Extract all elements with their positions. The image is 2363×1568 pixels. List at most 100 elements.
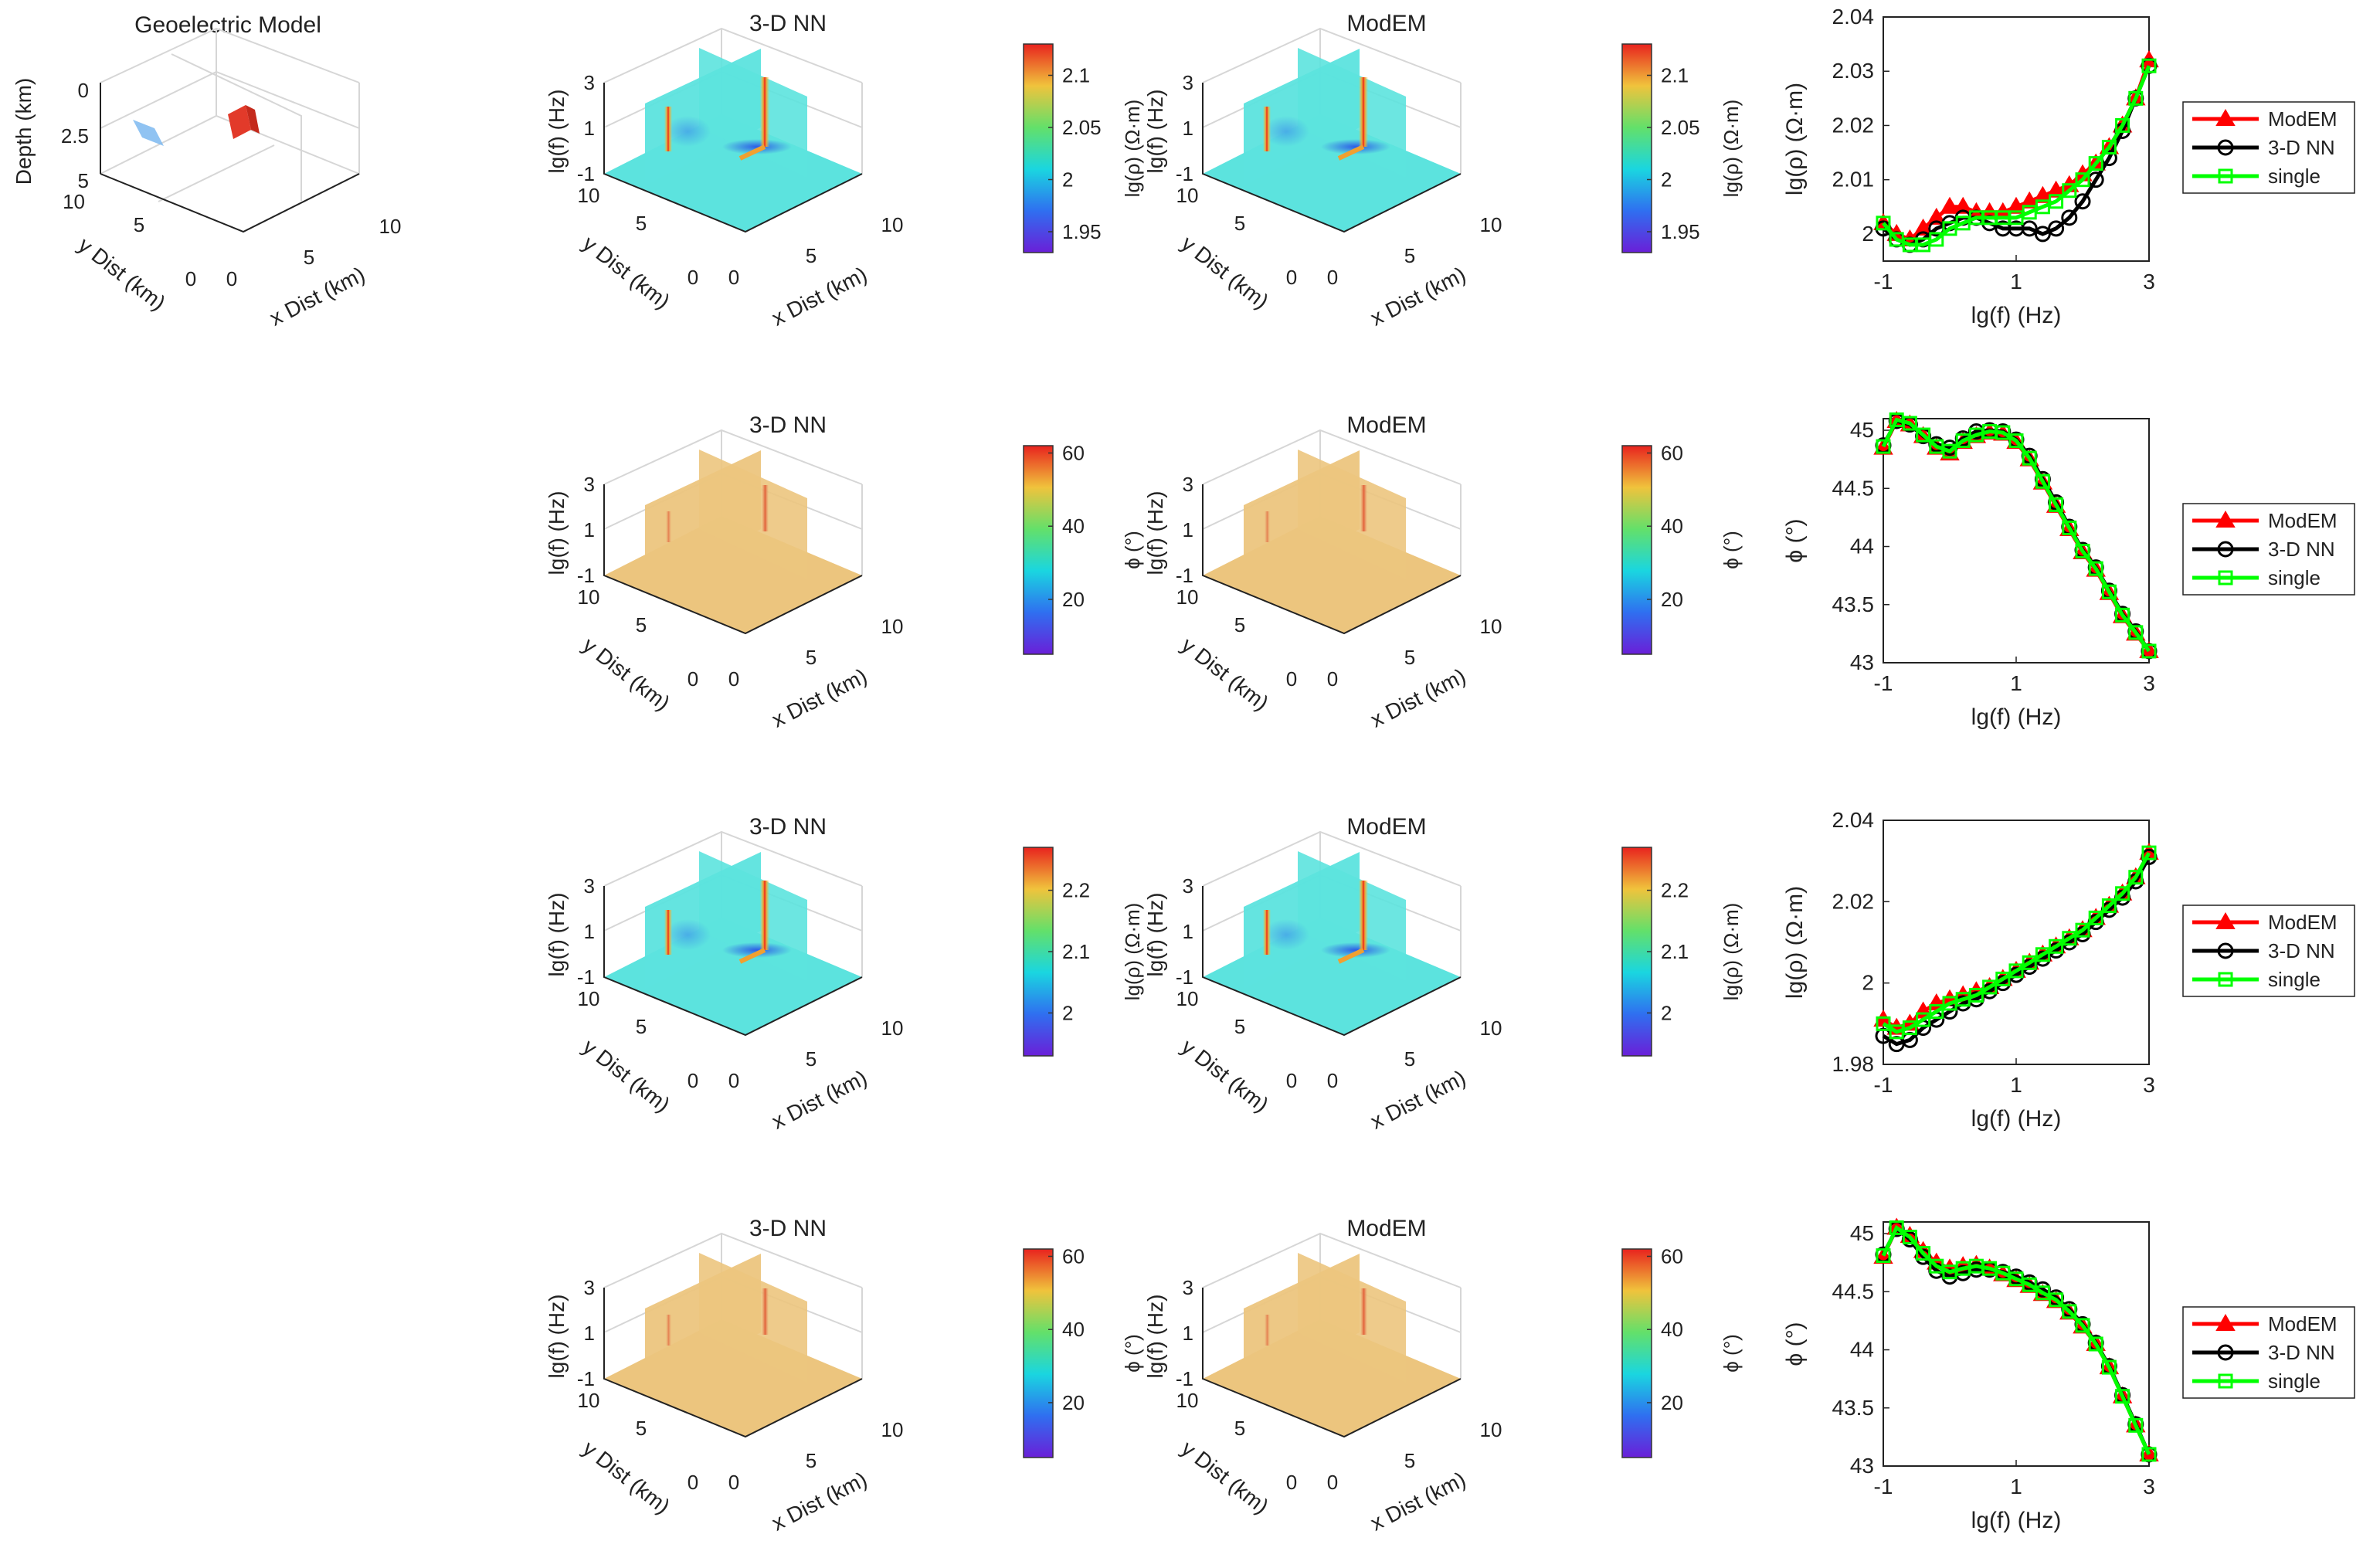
data-point <box>2217 1344 2234 1361</box>
curve-panel-11: 45 44.5 44 43.5 43-1 1 3 lg(f) (Hz) ϕ (°) ModEM 3-… <box>1782 1217 2355 1533</box>
data-point <box>2101 584 2117 599</box>
y-tick-label: 5 <box>1234 1417 1245 1440</box>
y-axis-label: y Dist (km) <box>579 1034 674 1117</box>
y-tick-label: 5 <box>636 613 647 636</box>
x-tick-label: 10 <box>1480 213 1502 236</box>
colorbar-label: lg(ρ) (Ω·m) <box>1121 100 1144 198</box>
x-axis-label: x Dist (km) <box>768 1467 871 1535</box>
axis-lines <box>1202 484 1462 635</box>
colorbar <box>1621 445 1652 655</box>
z-tick-label: 3 <box>1183 473 1193 496</box>
data-point <box>2035 473 2050 489</box>
y-tick-label: 2 <box>1862 222 1874 246</box>
data-point <box>2048 220 2065 237</box>
curve-panel-2: 2.04 2.03 2.02 2.01 2-1 1 3 lg(f) (Hz) lg(ρ) (Ω·… <box>1782 5 2355 328</box>
y-tick-label: 44 <box>1850 535 1874 558</box>
x-axis-label: x Dist (km) <box>1367 1065 1469 1133</box>
z-tick-label: -1 <box>1176 966 1193 989</box>
series-single <box>1876 412 2157 659</box>
y-tick-label: 2.04 <box>1832 808 1875 832</box>
colorbar-tick-label: 40 <box>1661 1318 1683 1341</box>
data-point <box>2128 625 2144 640</box>
z-tick-label: 3 <box>584 874 595 898</box>
series-single <box>1876 1220 2157 1462</box>
y-axis-label: y Dist (km) <box>1177 1034 1273 1117</box>
slice-panel-9: 3-D NN 3 1 -1 lg(f) (Hz) 10 5 0 y Dist (km) 0 5 10 x… <box>545 1216 1144 1536</box>
data-point <box>2008 963 2024 979</box>
data-point <box>1876 216 1891 231</box>
y-tick-label: 45 <box>1850 1221 1874 1245</box>
data-point <box>2075 922 2090 938</box>
series-single <box>1876 845 2157 1040</box>
x-axis-label: lg(f) (Hz) <box>1971 1508 2062 1533</box>
x-tick-label: 5 <box>806 1047 817 1071</box>
z-axis-label: lg(f) (Hz) <box>1143 90 1167 174</box>
y-tick-label: 43.5 <box>1832 592 1875 616</box>
x-tick-label: 3 <box>2143 671 2155 695</box>
data-point <box>2019 191 2039 209</box>
data-point <box>2088 156 2103 171</box>
x-tick-label: 5 <box>1404 646 1415 669</box>
conductive-block <box>228 105 251 139</box>
data-point <box>2088 561 2103 576</box>
y-tick-label: 2 <box>1862 971 1874 995</box>
y-tick-label: 10 <box>578 585 600 609</box>
x-tick-label: 5 <box>806 1449 817 1472</box>
colorbar-label: ϕ (°) <box>1720 1334 1743 1373</box>
z-axis-label: lg(f) (Hz) <box>545 491 569 575</box>
data-point <box>1913 218 1934 236</box>
x-tick-label: 0 <box>728 1471 739 1494</box>
x-tick-label: 10 <box>1480 1016 1502 1040</box>
slice-panel-3: 3-D NN 3 1 -1 lg(f) (Hz) 10 5 0 y Dist (km) 0 5 10 x… <box>545 412 1144 732</box>
data-point <box>2141 845 2157 860</box>
data-point <box>2049 1292 2064 1308</box>
z-tick-label: -1 <box>577 1367 595 1390</box>
z-tick-label: 3 <box>1183 874 1193 898</box>
data-point <box>2215 1314 2236 1331</box>
z-tick-label: -1 <box>1176 162 1193 185</box>
z-tick-label: 1 <box>584 117 595 140</box>
data-point <box>1876 439 1891 454</box>
model-xtick: 5 <box>304 246 314 269</box>
z-axis-label: lg(f) (Hz) <box>545 893 569 977</box>
y-tick-label: 43 <box>1850 1454 1874 1478</box>
colorbar-tick-label: 20 <box>1062 588 1085 611</box>
data-point <box>2062 520 2077 535</box>
y-axis-label: y Dist (km) <box>579 633 674 715</box>
series-single <box>1876 58 2157 253</box>
slice-panel-1: ModEM 3 1 -1 lg(f) (Hz) 10 5 0 y Dist (km) 0 5 10 x … <box>1143 11 1743 331</box>
y-tick-label: 10 <box>1176 1389 1199 1412</box>
data-point <box>2022 955 2037 970</box>
series-line <box>1881 417 2151 653</box>
x-tick-label: 0 <box>1327 266 1338 289</box>
data-point <box>1968 987 1984 1003</box>
data-point <box>2006 196 2026 214</box>
series-line <box>1882 851 2151 1034</box>
data-point <box>2101 140 2117 155</box>
z-tick-label: -1 <box>577 966 595 989</box>
vertical-anomaly-right <box>760 881 769 950</box>
colorbar-tick-label: 1.95 <box>1062 220 1102 243</box>
data-point <box>2215 109 2236 126</box>
colorbar-tick-label: 20 <box>1661 588 1683 611</box>
colorbar <box>1023 847 1054 1057</box>
data-point <box>1995 971 2011 986</box>
z-tick-label: -1 <box>1176 564 1193 587</box>
data-point <box>2218 168 2233 184</box>
data-point <box>2075 1318 2090 1333</box>
vertical-slice-yz <box>699 450 807 579</box>
z-tick-label: -1 <box>577 564 595 587</box>
phase-anomaly-left <box>1265 1315 1270 1346</box>
x-tick-label: 5 <box>806 646 817 669</box>
axis-lines <box>603 484 863 635</box>
z-tick-label: 3 <box>584 71 595 94</box>
vertical-anomaly-right <box>760 77 769 147</box>
legend-label: ModEM <box>2268 1312 2338 1336</box>
data-point <box>1916 1012 1931 1027</box>
vertical-slice-yz <box>1298 1253 1406 1383</box>
x-tick-label: 1 <box>2010 1475 2022 1498</box>
data-point <box>2101 1359 2117 1375</box>
colorbar-tick-label: 40 <box>1661 514 1683 538</box>
z-tick-label: 3 <box>1183 1276 1193 1299</box>
